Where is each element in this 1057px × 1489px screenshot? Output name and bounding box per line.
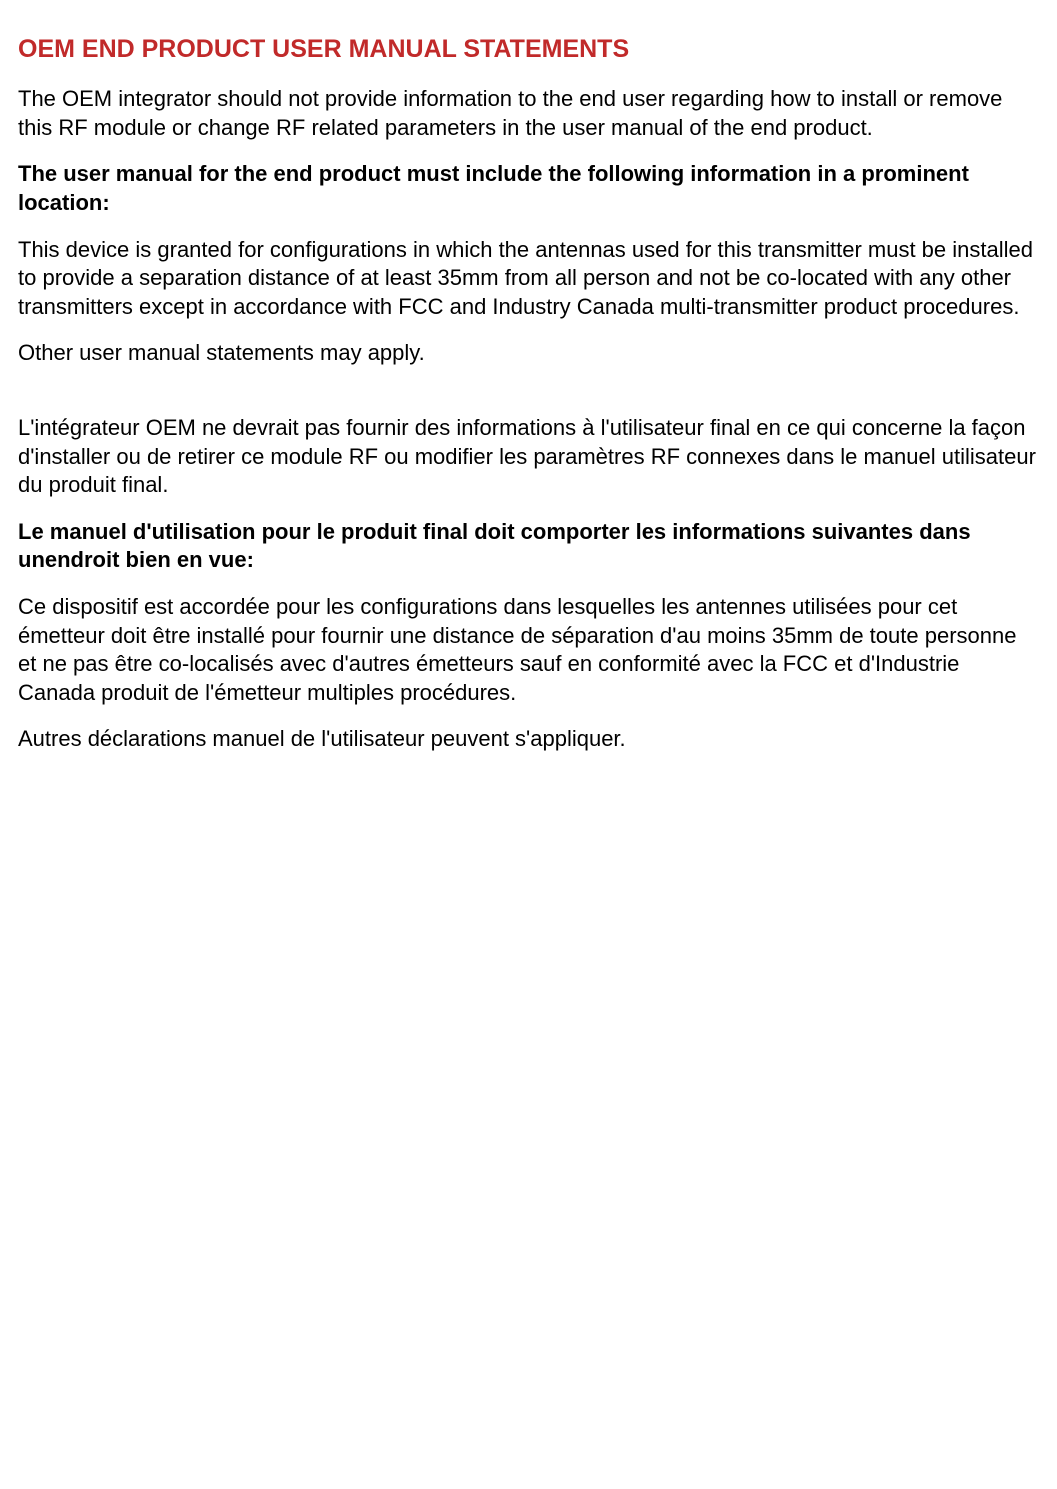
en-device-statement: This device is granted for configuration…	[18, 236, 1039, 322]
en-other-statements: Other user manual statements may apply.	[18, 339, 1039, 368]
section-heading: OEM END PRODUCT USER MANUAL STATEMENTS	[18, 34, 1039, 65]
fr-requirement-heading: Le manuel d'utilisation pour le produit …	[18, 518, 1039, 575]
document-page: OEM END PRODUCT USER MANUAL STATEMENTS T…	[0, 0, 1057, 790]
fr-other-statements: Autres déclarations manuel de l'utilisat…	[18, 725, 1039, 754]
en-requirement-heading: The user manual for the end product must…	[18, 160, 1039, 217]
en-intro-paragraph: The OEM integrator should not provide in…	[18, 85, 1039, 142]
language-gap	[18, 386, 1039, 414]
fr-device-statement: Ce dispositif est accordée pour les conf…	[18, 593, 1039, 707]
fr-intro-paragraph: L'intégrateur OEM ne devrait pas fournir…	[18, 414, 1039, 500]
